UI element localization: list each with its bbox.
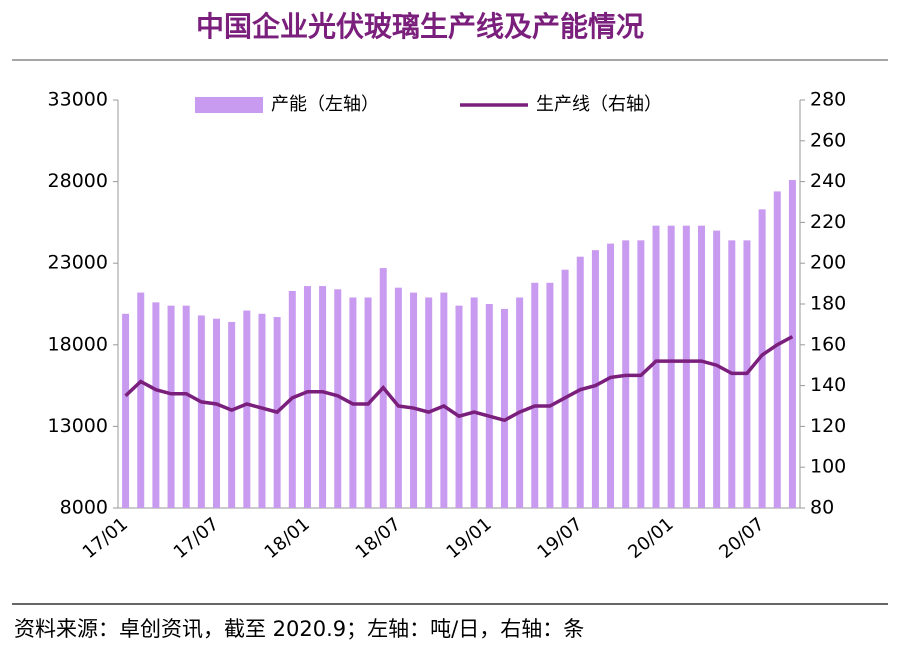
y-tick-label: 28000 bbox=[48, 170, 108, 192]
bar bbox=[576, 256, 584, 508]
bar bbox=[425, 297, 433, 508]
y2-tick-label: 220 bbox=[810, 211, 846, 233]
bar bbox=[258, 313, 266, 508]
y-tick-label: 18000 bbox=[48, 333, 108, 355]
legend-label: 产能（左轴） bbox=[271, 94, 379, 115]
bar bbox=[500, 308, 508, 508]
bar bbox=[197, 315, 205, 508]
source-note: 资料来源：卓创资讯，截至 2020.9；左轴：吨/日，右轴：条 bbox=[14, 617, 584, 641]
x-tick-label: 18/07 bbox=[352, 514, 405, 563]
legend-label: 生产线（右轴） bbox=[536, 94, 662, 115]
bar bbox=[243, 310, 251, 508]
bar bbox=[152, 302, 160, 508]
bar bbox=[546, 282, 554, 508]
bar bbox=[167, 305, 175, 508]
x-tick-label: 19/07 bbox=[533, 514, 586, 563]
bar bbox=[682, 225, 690, 508]
bar bbox=[561, 269, 569, 508]
line bbox=[124, 335, 794, 423]
x-tick-label: 17/01 bbox=[79, 514, 132, 563]
bar bbox=[440, 292, 448, 508]
y2-tick-label: 240 bbox=[810, 170, 846, 192]
x-tick-label: 20/07 bbox=[715, 514, 768, 563]
y-tick-label: 33000 bbox=[48, 89, 108, 111]
y2-tick-label: 120 bbox=[810, 415, 846, 437]
bar bbox=[228, 321, 236, 508]
y2-tick-label: 100 bbox=[810, 456, 846, 478]
bar bbox=[137, 292, 145, 508]
bar bbox=[485, 304, 493, 508]
bar bbox=[470, 297, 478, 508]
bar bbox=[516, 297, 524, 508]
bar bbox=[122, 313, 130, 508]
bar bbox=[697, 225, 705, 508]
bar bbox=[319, 286, 327, 508]
x-tick-label: 19/01 bbox=[443, 514, 496, 563]
x-tick-label: 20/01 bbox=[624, 514, 677, 563]
bar bbox=[455, 305, 463, 508]
y2-tick-label: 160 bbox=[810, 333, 846, 355]
y2-tick-label: 140 bbox=[810, 374, 846, 396]
y-tick-label: 23000 bbox=[48, 252, 108, 274]
bar bbox=[773, 191, 781, 508]
y2-tick-label: 180 bbox=[810, 293, 846, 315]
bar bbox=[213, 318, 221, 508]
bar bbox=[410, 292, 418, 508]
legend-swatch bbox=[195, 97, 263, 113]
chart-title: 中国企业光伏玻璃生产线及产能情况 bbox=[196, 10, 644, 43]
bar bbox=[713, 230, 721, 508]
y-tick-label: 13000 bbox=[48, 415, 108, 437]
y2-tick-label: 80 bbox=[810, 497, 834, 519]
y2-tick-label: 280 bbox=[810, 89, 846, 111]
bar bbox=[303, 286, 311, 508]
bar bbox=[334, 289, 342, 508]
y-tick-label: 8000 bbox=[60, 497, 108, 519]
bar bbox=[531, 282, 539, 508]
x-tick-label: 18/01 bbox=[261, 514, 314, 563]
bar bbox=[394, 287, 402, 508]
bar bbox=[591, 250, 599, 509]
bar bbox=[788, 179, 796, 508]
bar bbox=[182, 305, 190, 508]
bar bbox=[652, 225, 660, 508]
y2-tick-label: 260 bbox=[810, 129, 846, 151]
x-tick-label: 17/07 bbox=[170, 514, 223, 563]
y2-tick-label: 200 bbox=[810, 252, 846, 274]
bar bbox=[667, 225, 675, 508]
bar bbox=[758, 209, 766, 508]
